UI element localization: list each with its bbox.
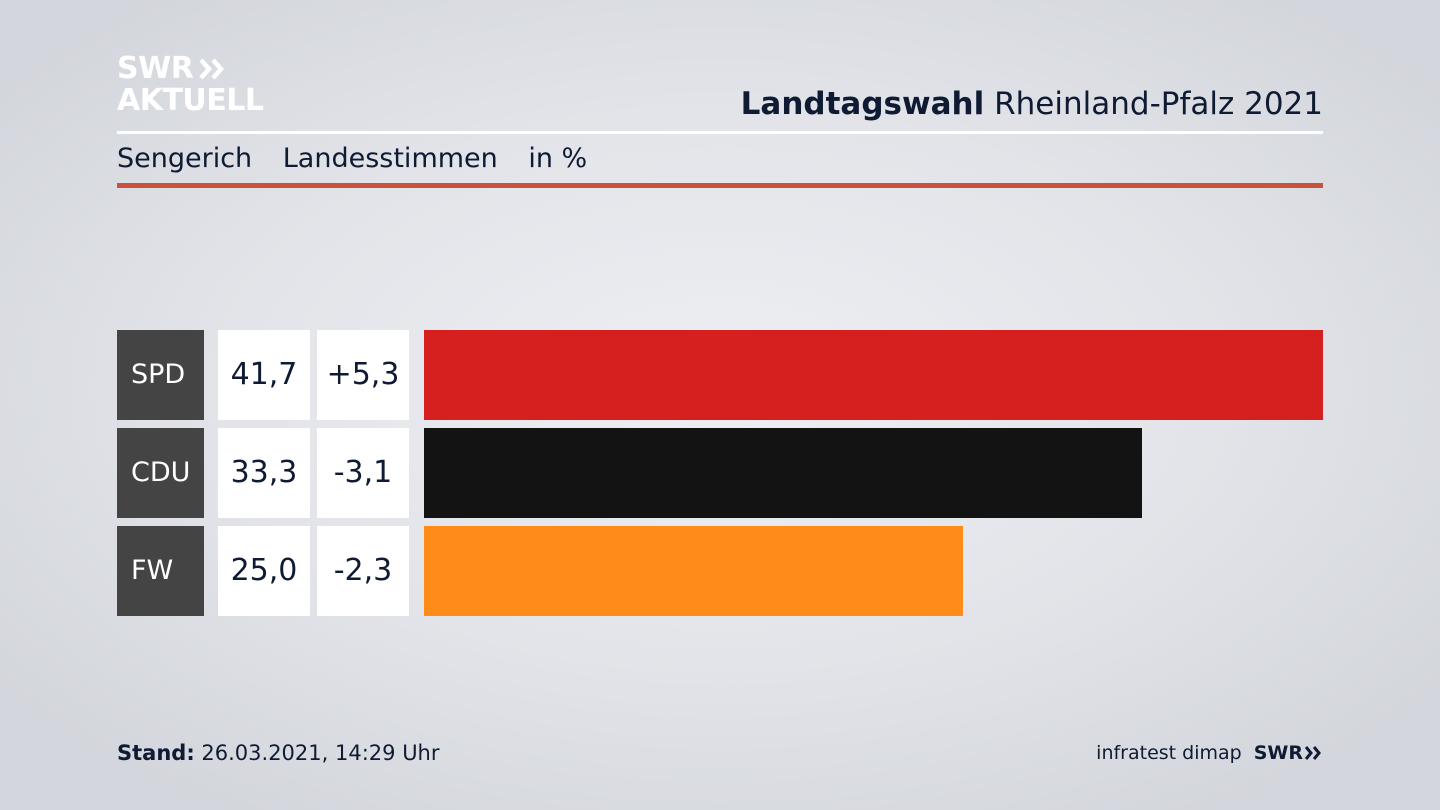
accent-divider bbox=[117, 183, 1323, 188]
subheader-unit: in % bbox=[528, 143, 588, 174]
source-credit: infratest dimap SWR bbox=[1096, 742, 1323, 764]
title-rest: Rheinland-Pfalz 2021 bbox=[994, 86, 1323, 122]
chart-row-spd: SPD 41,7 +5,3 bbox=[117, 330, 1323, 420]
bar-fw bbox=[424, 526, 963, 616]
value-label: 25,0 bbox=[218, 526, 310, 616]
chart-row-fw: FW 25,0 -2,3 bbox=[117, 526, 1323, 616]
party-label: SPD bbox=[117, 330, 204, 420]
source-text: infratest dimap bbox=[1096, 742, 1242, 764]
stand-label: Stand: bbox=[117, 741, 195, 765]
double-chevron-right-icon bbox=[1305, 746, 1321, 760]
change-label: +5,3 bbox=[317, 330, 409, 420]
swr-small-text: SWR bbox=[1253, 742, 1303, 764]
change-label: -2,3 bbox=[317, 526, 409, 616]
value-label: 33,3 bbox=[218, 428, 310, 518]
subheader-location: Sengerich bbox=[117, 143, 253, 174]
swr-small-logo: SWR bbox=[1254, 742, 1323, 764]
chart-row-cdu: CDU 33,3 -3,1 bbox=[117, 428, 1323, 518]
double-chevron-right-icon bbox=[199, 58, 225, 80]
change-label: -3,1 bbox=[317, 428, 409, 518]
party-label: CDU bbox=[117, 428, 204, 518]
subheader: Sengerich Landesstimmen in % bbox=[117, 143, 609, 174]
header-divider bbox=[117, 131, 1323, 134]
bar-cdu bbox=[424, 428, 1142, 518]
value-label: 41,7 bbox=[218, 330, 310, 420]
timestamp: Stand: 26.03.2021, 14:29 Uhr bbox=[117, 741, 440, 765]
swr-aktuell-logo: SWR AKTUELL bbox=[117, 54, 277, 120]
logo-aktuell-text: AKTUELL bbox=[117, 83, 264, 118]
subheader-vote-type: Landesstimmen bbox=[282, 143, 498, 174]
page-title: Landtagswahl Rheinland-Pfalz 2021 bbox=[741, 86, 1323, 122]
bar-spd bbox=[424, 330, 1323, 420]
party-label: FW bbox=[117, 526, 204, 616]
logo-swr-text: SWR bbox=[117, 51, 194, 86]
stand-value: 26.03.2021, 14:29 Uhr bbox=[201, 741, 440, 765]
title-bold: Landtagswahl bbox=[740, 86, 985, 122]
